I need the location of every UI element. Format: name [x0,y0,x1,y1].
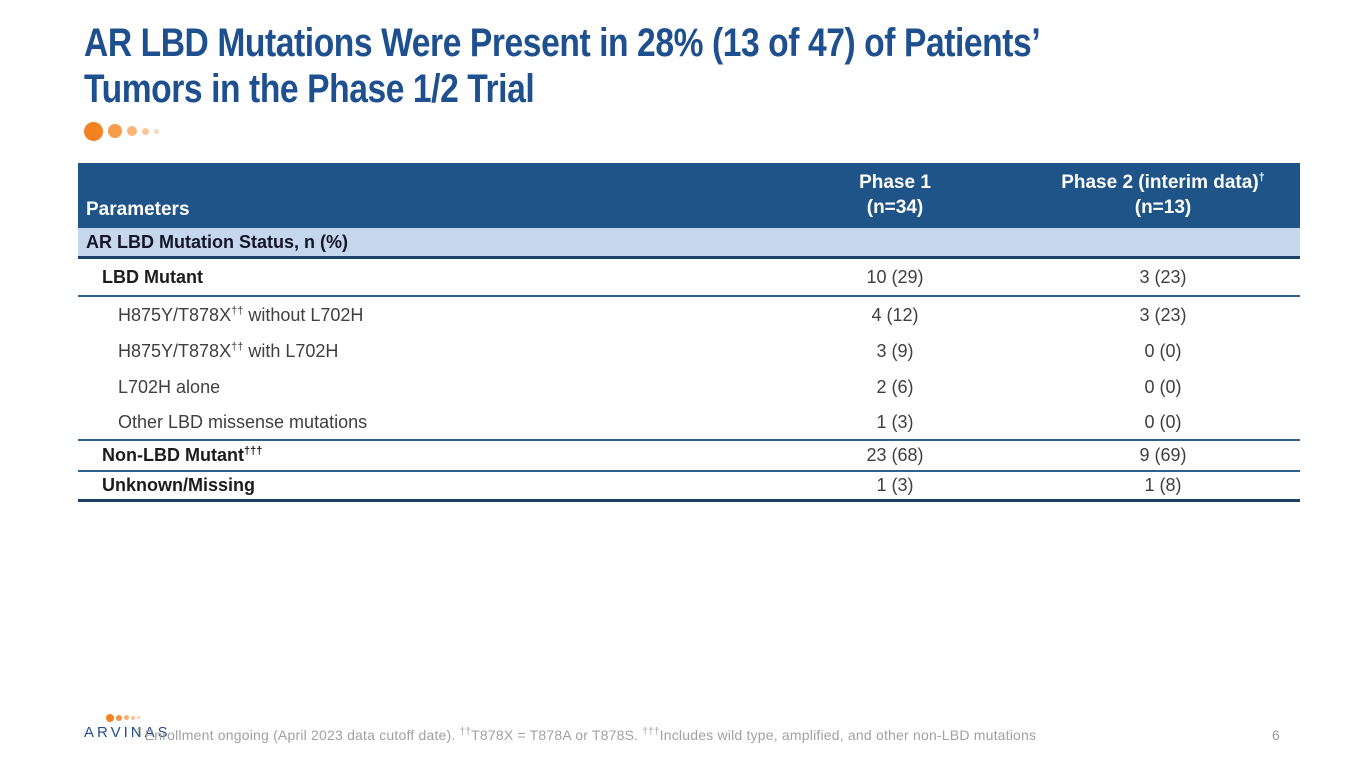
param-cell: Other LBD missense mutations [118,411,368,432]
logo-dot-icon [137,716,140,719]
phase2-value: 0 (0) [1144,411,1182,432]
accent-dot-icon [154,128,159,134]
column-header-phase1: Phase 1 (n=34) [764,163,1026,228]
phase2-value: 9 (69) [1139,445,1187,465]
param-cell: Non-LBD Mutant††† [102,445,263,465]
table-row-h875y-without-l702h: H875Y/T878X†† without L702H 4 (12) 3 (23… [78,297,1300,333]
phase2-header-text: Phase 2 (interim data) [1061,171,1259,193]
phase2-value: 1 (8) [1144,475,1182,495]
title-accent-dots [84,121,159,141]
dagger-superscript: †† [231,340,244,353]
accent-dot-icon [142,127,149,135]
table-row-l702h-alone: L702H alone 2 (6) 0 (0) [78,369,1300,405]
phase1-value: 4 (12) [871,304,919,325]
phase2-value: 0 (0) [1144,340,1182,361]
column-header-parameters: Parameters [86,199,190,220]
accent-dot-icon [108,124,122,138]
param-cell: L702H alone [118,376,221,397]
logo-text: ARVINAS [84,724,171,741]
dagger-superscript: † [1258,171,1265,184]
param-cell: H875Y/T878X†† with L702H [118,340,339,361]
phase1-value: 2 (6) [876,376,914,397]
phase1-value: 1 (3) [876,411,914,432]
dagger-superscript: ††† [243,445,263,457]
table-row-unknown-missing: Unknown/Missing 1 (3) 1 (8) [78,472,1300,502]
param-cell: Unknown/Missing [102,475,255,495]
column-header-phase2: Phase 2 (interim data)† (n=13) [1026,163,1300,228]
footnote-segment: Enrollment ongoing (April 2023 data cuto… [144,727,460,743]
dagger-superscript: †† [231,304,244,317]
table-row-other-lbd-missense: Other LBD missense mutations 1 (3) 0 (0) [78,405,1300,441]
logo-dot-icon [106,713,114,722]
dagger-superscript: †† [459,726,472,738]
slide-title-line1: AR LBD Mutations Were Present in 28% (13… [84,21,1041,65]
table-header-row: Parameters Phase 1 (n=34) Phase 2 (inter… [78,163,1300,228]
dagger-superscript: † [136,726,145,738]
page-number: 6 [1272,727,1280,743]
phase1-header-line1: Phase 1 [859,171,931,193]
phase2-value: 3 (23) [1139,304,1187,325]
phase1-value: 10 (29) [866,266,924,287]
phase1-header-line2: (n=34) [866,196,924,218]
phase2-header-line2: (n=13) [1134,196,1192,218]
footnote-segment: T878X = T878A or T878S. [471,727,643,743]
footnote: † Enrollment ongoing (April 2023 data cu… [136,727,1036,743]
logo-dot-icon [124,715,129,720]
phase1-value: 3 (9) [876,340,914,361]
arvinas-logo: ARVINAS [84,713,171,741]
param-cell: LBD Mutant [102,266,203,287]
slide-title-line2: Tumors in the Phase 1/2 Trial [84,67,535,112]
logo-dot-icon [116,714,122,721]
phase2-value: 3 (23) [1139,266,1187,287]
section-header-row: AR LBD Mutation Status, n (%) [78,228,1300,259]
table-row-lbd-mutant: LBD Mutant 10 (29) 3 (23) [78,259,1300,297]
dagger-superscript: ††† [642,726,660,738]
footnote-segment: Includes wild type, amplified, and other… [659,727,1037,743]
logo-dot-icon [131,715,135,720]
parameters-table: Parameters Phase 1 (n=34) Phase 2 (inter… [78,163,1300,502]
phase2-value: 0 (0) [1144,376,1182,397]
table-row-h875y-with-l702h: H875Y/T878X†† with L702H 3 (9) 0 (0) [78,333,1300,369]
param-cell: H875Y/T878X†† without L702H [118,304,364,325]
table-row-non-lbd-mutant: Non-LBD Mutant††† 23 (68) 9 (69) [78,441,1300,472]
slide-title: AR LBD Mutations Were Present in 28% (13… [84,20,1193,113]
phase1-value: 1 (3) [876,475,914,495]
phase2-header-line1: Phase 2 (interim data)† [1026,171,1300,196]
accent-dot-icon [127,126,137,136]
phase1-value: 23 (68) [866,445,924,465]
logo-dots [106,713,164,722]
accent-dot-icon [84,121,103,141]
